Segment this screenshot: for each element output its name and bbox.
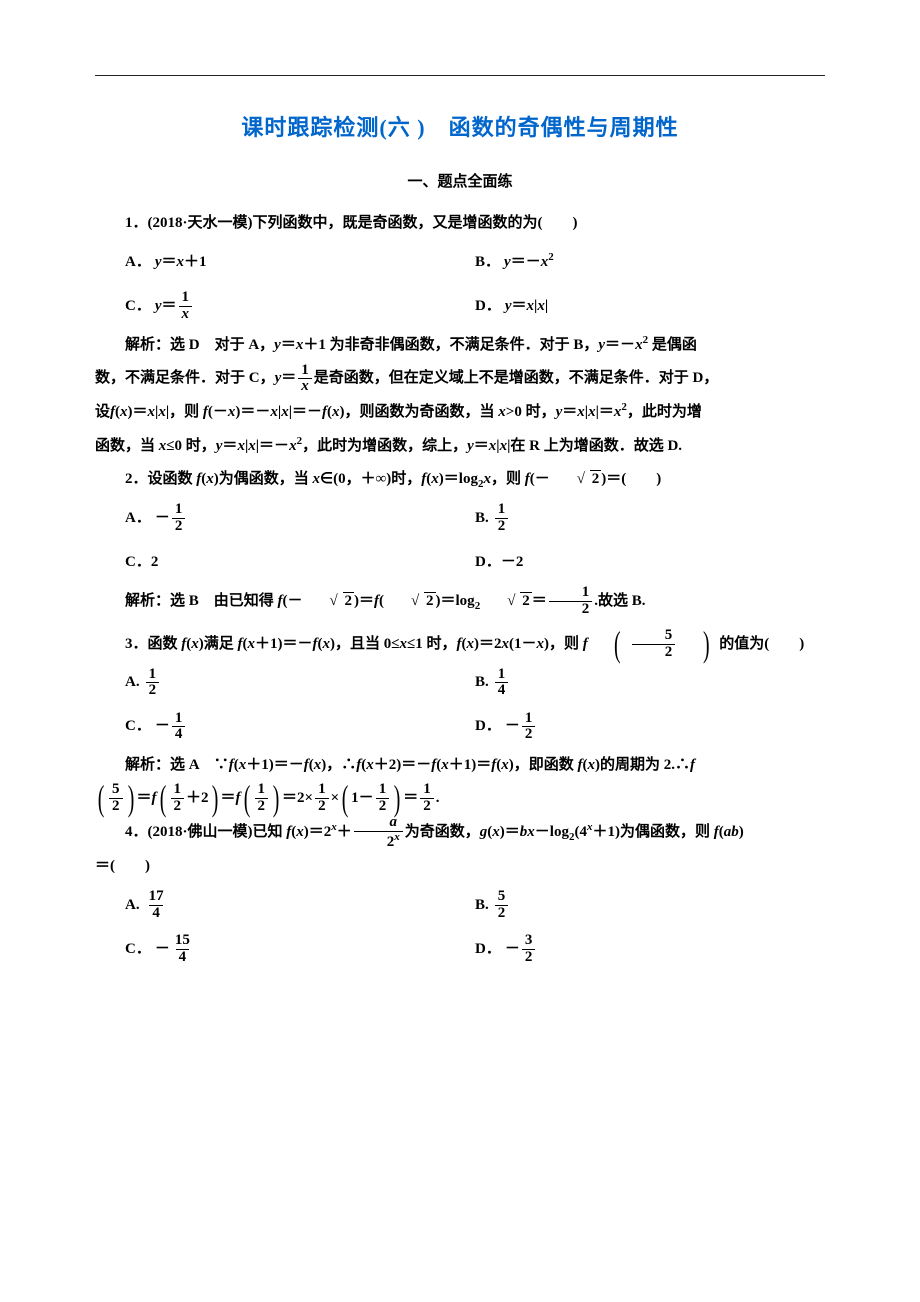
opt-content: 12: [493, 502, 511, 535]
text: 4．(2018·佛山一模)已知: [125, 824, 286, 840]
opt-label: A.: [125, 666, 140, 699]
opt-content: －12: [505, 710, 538, 743]
section-heading: 一、题点全面练: [95, 166, 825, 199]
q1-option-b: B． y＝－x2: [475, 240, 825, 284]
opt-label: A．: [125, 502, 151, 535]
q3-option-c: C． －14: [125, 705, 475, 749]
opt-content: 12: [144, 666, 162, 699]
q3-explain-1: 解析：选 A ∵f(x＋1)＝－f(x)，∴f(x＋2)＝－f(x＋1)＝f(x…: [95, 749, 825, 782]
text: 2．设函数: [125, 471, 196, 487]
q2-stem: 2．设函数 f(x)为偶函数，当 x∈(0，＋∞)时，f(x)＝log2x，则 …: [95, 463, 825, 496]
opt-label: C．: [125, 710, 151, 743]
q3-stem: 3．函数 f(x)满足 f(x＋1)＝－f(x)，且当 0≤x≤1 时，f(x)…: [95, 628, 825, 661]
opt-label: D．－2: [475, 546, 523, 579]
opt-content: y＝x|x|: [505, 290, 548, 323]
q1-explain-1: 解析：选 D 对于 A，y＝x＋1 为非奇非偶函数，不满足条件．对于 B，y＝－…: [95, 328, 825, 362]
opt-label: A．: [125, 246, 151, 279]
q2-option-c: C．2: [125, 541, 475, 585]
q2-option-b: B. 12: [475, 497, 825, 541]
q3-options: A. 12 B. 14 C． －14 D． －12: [95, 661, 825, 749]
q2-option-a: A． －12: [125, 497, 475, 541]
opt-label: D．: [475, 290, 501, 323]
q4-option-b: B. 52: [475, 883, 825, 927]
opt-label: B.: [475, 502, 489, 535]
q1-explain-3: 设f(x)＝x|x|，则 f(－x)＝－x|x|＝－f(x)，则函数为奇函数，当…: [95, 395, 825, 429]
opt-label: B．: [475, 246, 500, 279]
opt-label: A.: [125, 889, 140, 922]
opt-content: y＝x＋1: [155, 246, 207, 279]
q4-tail: ＝( ): [95, 850, 825, 883]
q3-option-b: B. 14: [475, 661, 825, 705]
q1-options: A． y＝x＋1 B． y＝－x2 C． y＝1x D． y＝x|x|: [95, 240, 825, 328]
q1-option-c: C． y＝1x: [125, 284, 475, 328]
opt-content: 52: [493, 889, 511, 922]
opt-content: －32: [505, 933, 538, 966]
text: 3．函数: [125, 636, 181, 652]
opt-label: D．: [475, 710, 501, 743]
opt-content: 14: [493, 666, 511, 699]
q4-options: A. 174 B. 52 C． －154 D． －32: [95, 883, 825, 971]
q3-option-d: D． －12: [475, 705, 825, 749]
q4-stem: 4．(2018·佛山一模)已知 f(x)＝2x＋a2x为奇函数，g(x)＝bx－…: [95, 815, 825, 851]
q4-option-a: A. 174: [125, 883, 475, 927]
q3-option-a: A. 12: [125, 661, 475, 705]
opt-content: y＝－x2: [504, 245, 554, 279]
opt-label: C．2: [125, 546, 158, 579]
opt-label: C．: [125, 933, 151, 966]
q1-stem: 1．(2018·天水一模)下列函数中，既是奇函数，又是增函数的为( ): [95, 207, 825, 240]
q1-explain-2: 数，不满足条件．对于 C，y＝1x是奇函数，但在定义域上不是增函数，不满足条件．…: [95, 362, 825, 395]
opt-content: －14: [155, 710, 188, 743]
opt-label: B.: [475, 889, 489, 922]
opt-label: D．: [475, 933, 501, 966]
text: 解析：选 A ∵: [125, 757, 229, 773]
text: 解析：选 D 对于 A，: [125, 337, 274, 353]
opt-content: －154: [155, 933, 195, 966]
q2-option-d: D．－2: [475, 541, 825, 585]
text: 函数，当: [95, 438, 159, 454]
text: 数，不满足条件．对于 C，: [95, 370, 275, 386]
q1-explain-4: 函数，当 x≤0 时，y＝x|x|＝－x2，此时为增函数，综上，y＝x|x|在 …: [95, 429, 825, 463]
page-title: 课时跟踪检测(六 ) 函数的奇偶性与周期性: [95, 104, 825, 152]
opt-content: 174: [144, 889, 169, 922]
text: 设: [95, 404, 110, 420]
q1-option-a: A． y＝x＋1: [125, 240, 475, 284]
opt-content: y＝1x: [155, 290, 194, 323]
opt-label: C．: [125, 290, 151, 323]
top-rule: [95, 75, 825, 76]
q2-options: A． －12 B. 12 C．2 D．－2: [95, 497, 825, 585]
opt-label: B.: [475, 666, 489, 699]
text: 解析：选 B 由已知得: [125, 593, 278, 609]
q1-option-d: D． y＝x|x|: [475, 284, 825, 328]
q4-option-d: D． －32: [475, 927, 825, 971]
q2-explain: 解析：选 B 由已知得 f(－2)＝f(2)＝log22＝12.故选 B.: [95, 585, 825, 618]
q4-option-c: C． －154: [125, 927, 475, 971]
opt-content: －12: [155, 502, 188, 535]
q3-explain-2: (52)＝f(12＋2)＝f(12)＝2×12×(1－12)＝12.: [95, 782, 825, 815]
